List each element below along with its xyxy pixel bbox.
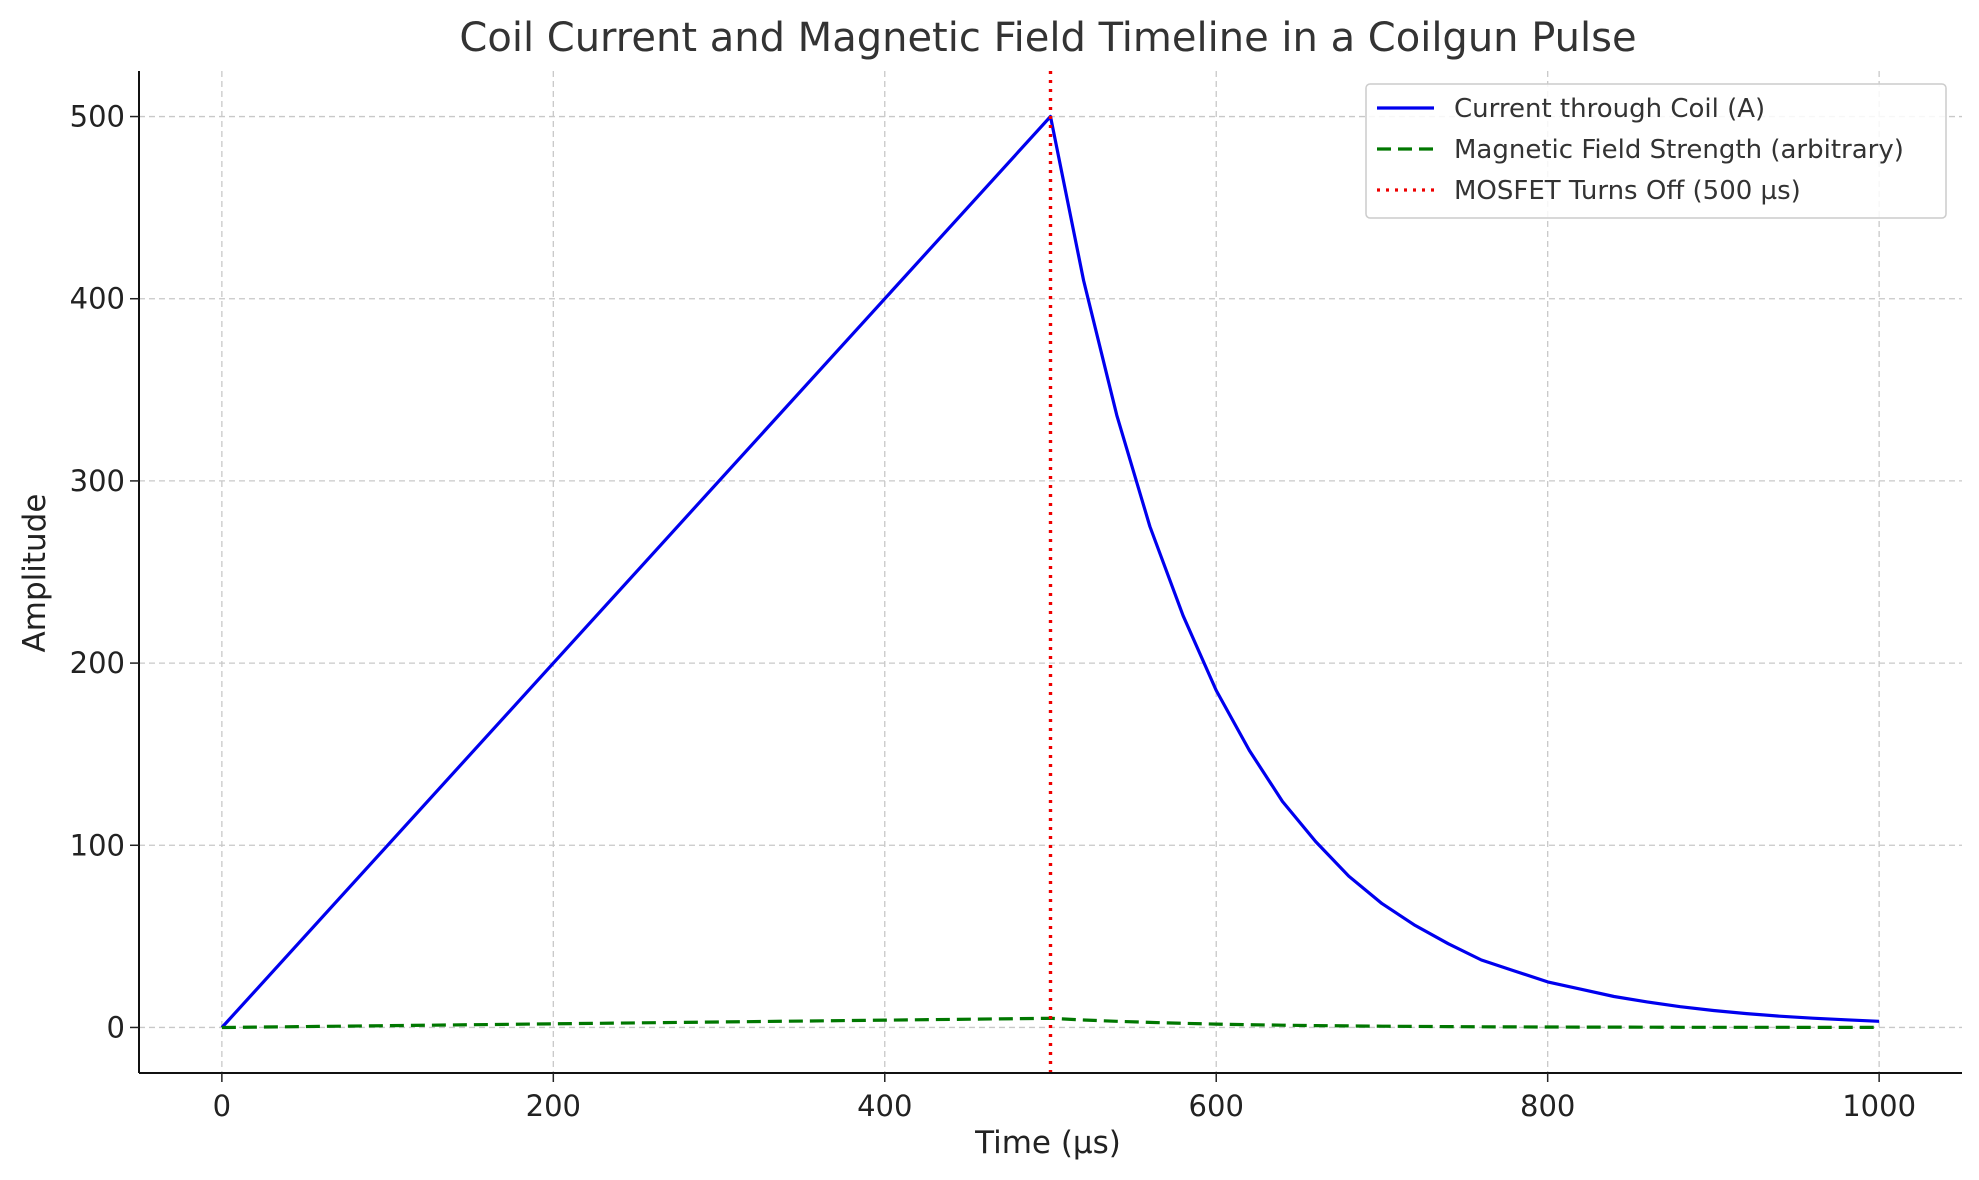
legend-label-1: Current through Coil (A) (1454, 94, 1765, 124)
x-tick-label: 600 (1189, 1089, 1244, 1123)
y-tick-label: 100 (70, 828, 125, 862)
x-tick-label: 800 (1520, 1089, 1575, 1123)
x-axis-label: Time (µs) (974, 1125, 1121, 1161)
y-axis-label: Amplitude (17, 494, 53, 653)
y-tick-label: 0 (107, 1010, 125, 1044)
chart-title: Coil Current and Magnetic Field Timeline… (459, 15, 1636, 61)
x-tick-label: 0 (213, 1089, 231, 1123)
x-tick-label: 1000 (1842, 1089, 1916, 1123)
y-tick-label: 300 (70, 464, 125, 498)
series-line-2 (221, 1016, 1880, 1030)
legend-label-2: Magnetic Field Strength (arbitrary) (1454, 135, 1904, 165)
plot-lines (220, 71, 1880, 1073)
legend-box (1365, 83, 1947, 219)
y-tick-label: 500 (70, 100, 125, 134)
x-tick-label: 400 (857, 1089, 912, 1123)
ticks: 0 200 400 600 800 1000 0 100 200 300 400 500 (70, 100, 1916, 1123)
y-tick-label: 200 (70, 646, 125, 680)
legend-label-3: MOSFET Turns Off (500 µs) (1454, 176, 1801, 206)
x-tick-label: 200 (526, 1089, 581, 1123)
series-line-1 (220, 114, 1880, 1029)
axes (138, 71, 1962, 1074)
legend: Current through Coil (A) Magnetic Field S… (1365, 83, 1947, 219)
y-tick-label: 400 (70, 282, 125, 316)
grid (139, 71, 1962, 1073)
